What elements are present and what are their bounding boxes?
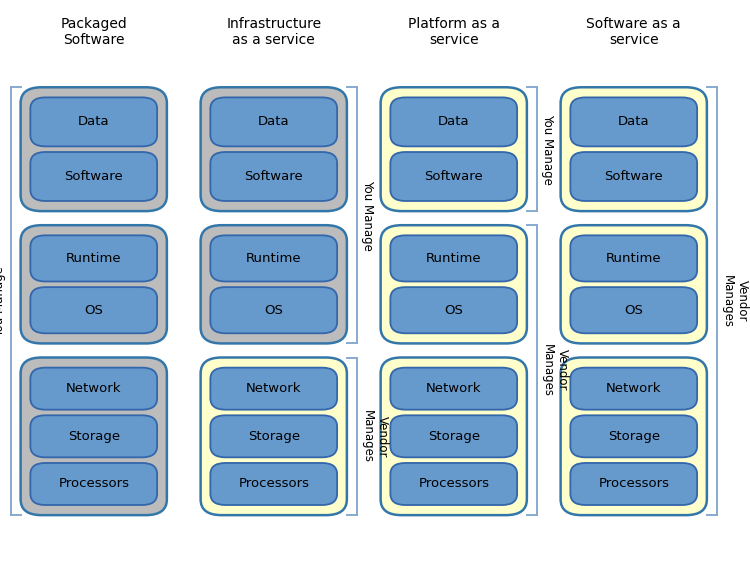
- Text: Processors: Processors: [238, 477, 309, 490]
- Text: Platform as a
service: Platform as a service: [408, 17, 500, 47]
- Text: Vendor
Manages: Vendor Manages: [362, 410, 389, 463]
- FancyBboxPatch shape: [210, 368, 338, 410]
- FancyBboxPatch shape: [20, 358, 166, 515]
- Text: Data: Data: [258, 115, 290, 128]
- Text: Processors: Processors: [419, 477, 489, 490]
- Text: Processors: Processors: [58, 477, 129, 490]
- Text: Storage: Storage: [68, 430, 120, 443]
- FancyBboxPatch shape: [30, 415, 158, 457]
- Text: Runtime: Runtime: [246, 252, 302, 265]
- FancyBboxPatch shape: [390, 152, 518, 201]
- Text: Software as a
service: Software as a service: [586, 17, 681, 47]
- FancyBboxPatch shape: [200, 358, 346, 515]
- Text: You Manage: You Manage: [542, 114, 554, 185]
- FancyBboxPatch shape: [30, 152, 158, 201]
- FancyBboxPatch shape: [390, 368, 518, 410]
- Text: Software: Software: [64, 170, 123, 183]
- FancyBboxPatch shape: [390, 415, 518, 457]
- FancyBboxPatch shape: [210, 287, 338, 333]
- Text: Data: Data: [438, 115, 470, 128]
- Text: Software: Software: [244, 170, 303, 183]
- Text: OS: OS: [624, 303, 644, 317]
- FancyBboxPatch shape: [570, 368, 698, 410]
- FancyBboxPatch shape: [570, 152, 698, 201]
- Text: Data: Data: [78, 115, 110, 128]
- FancyBboxPatch shape: [380, 87, 526, 211]
- Text: Processors: Processors: [598, 477, 669, 490]
- Text: Runtime: Runtime: [66, 252, 122, 265]
- FancyBboxPatch shape: [560, 358, 706, 515]
- FancyBboxPatch shape: [570, 235, 698, 282]
- Text: Runtime: Runtime: [426, 252, 482, 265]
- FancyBboxPatch shape: [210, 463, 338, 505]
- FancyBboxPatch shape: [30, 463, 158, 505]
- Text: Software: Software: [604, 170, 663, 183]
- FancyBboxPatch shape: [380, 358, 526, 515]
- FancyBboxPatch shape: [390, 463, 518, 505]
- FancyBboxPatch shape: [20, 87, 166, 211]
- FancyBboxPatch shape: [390, 235, 518, 282]
- FancyBboxPatch shape: [210, 97, 338, 146]
- Text: Storage: Storage: [248, 430, 300, 443]
- Text: Storage: Storage: [608, 430, 660, 443]
- Text: OS: OS: [444, 303, 464, 317]
- Text: You Manage: You Manage: [362, 180, 374, 251]
- Text: OS: OS: [84, 303, 104, 317]
- FancyBboxPatch shape: [560, 87, 706, 211]
- Text: Vendor
Manages: Vendor Manages: [722, 275, 749, 328]
- Text: Network: Network: [426, 382, 482, 395]
- FancyBboxPatch shape: [30, 287, 158, 333]
- Text: Runtime: Runtime: [606, 252, 662, 265]
- Text: Network: Network: [246, 382, 302, 395]
- FancyBboxPatch shape: [570, 97, 698, 146]
- Text: OS: OS: [264, 303, 284, 317]
- Text: Infrastructure
as a service: Infrastructure as a service: [226, 17, 321, 47]
- FancyBboxPatch shape: [380, 225, 526, 343]
- FancyBboxPatch shape: [200, 87, 346, 211]
- Text: Vendor
Manages: Vendor Manages: [542, 343, 569, 397]
- FancyBboxPatch shape: [30, 235, 158, 282]
- FancyBboxPatch shape: [390, 287, 518, 333]
- FancyBboxPatch shape: [210, 152, 338, 201]
- Text: Storage: Storage: [427, 430, 480, 443]
- Text: Packaged
Software: Packaged Software: [60, 17, 127, 47]
- FancyBboxPatch shape: [570, 463, 698, 505]
- FancyBboxPatch shape: [20, 225, 166, 343]
- Text: Software: Software: [424, 170, 483, 183]
- Text: Network: Network: [66, 382, 122, 395]
- FancyBboxPatch shape: [210, 235, 338, 282]
- FancyBboxPatch shape: [30, 97, 158, 146]
- Text: You Manage: You Manage: [0, 266, 6, 337]
- FancyBboxPatch shape: [570, 415, 698, 457]
- Text: Network: Network: [606, 382, 662, 395]
- Text: Data: Data: [618, 115, 650, 128]
- FancyBboxPatch shape: [200, 225, 346, 343]
- FancyBboxPatch shape: [210, 415, 338, 457]
- FancyBboxPatch shape: [570, 287, 698, 333]
- FancyBboxPatch shape: [30, 368, 158, 410]
- FancyBboxPatch shape: [390, 97, 518, 146]
- FancyBboxPatch shape: [560, 225, 706, 343]
